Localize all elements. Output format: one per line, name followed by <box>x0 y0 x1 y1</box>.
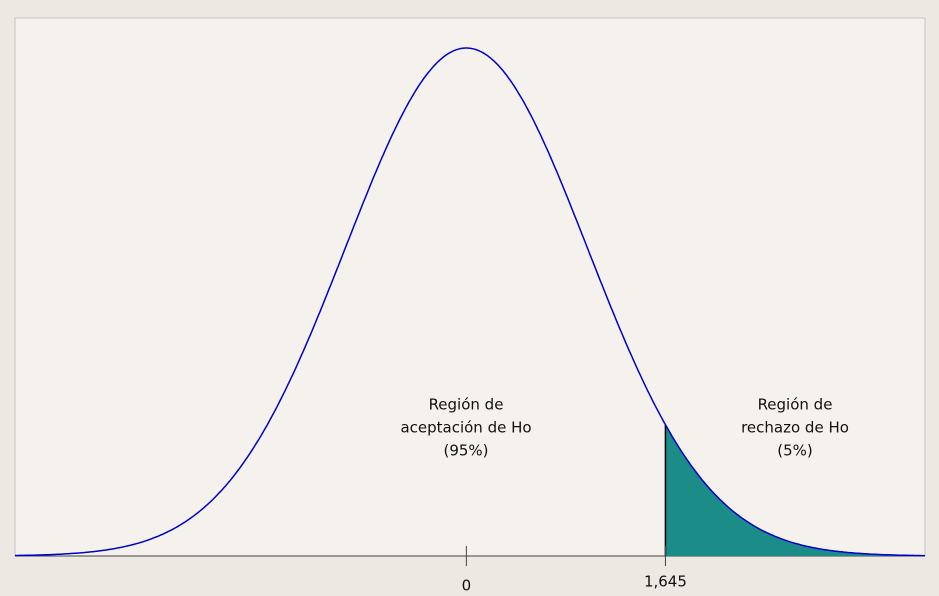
density-curve <box>15 47 925 557</box>
annotation: (95%) <box>443 442 488 460</box>
x-tick-label: 1,645 <box>644 573 687 591</box>
plot-area <box>14 17 926 557</box>
annotation: (5%) <box>777 442 813 460</box>
annotation: aceptación de Ho <box>400 419 531 437</box>
x-tick-label: 0 <box>462 577 472 595</box>
rejection-region <box>665 424 925 556</box>
annotation: rechazo de Ho <box>741 419 849 437</box>
annotation: Región de <box>758 396 833 414</box>
annotation: Región de <box>429 396 504 414</box>
